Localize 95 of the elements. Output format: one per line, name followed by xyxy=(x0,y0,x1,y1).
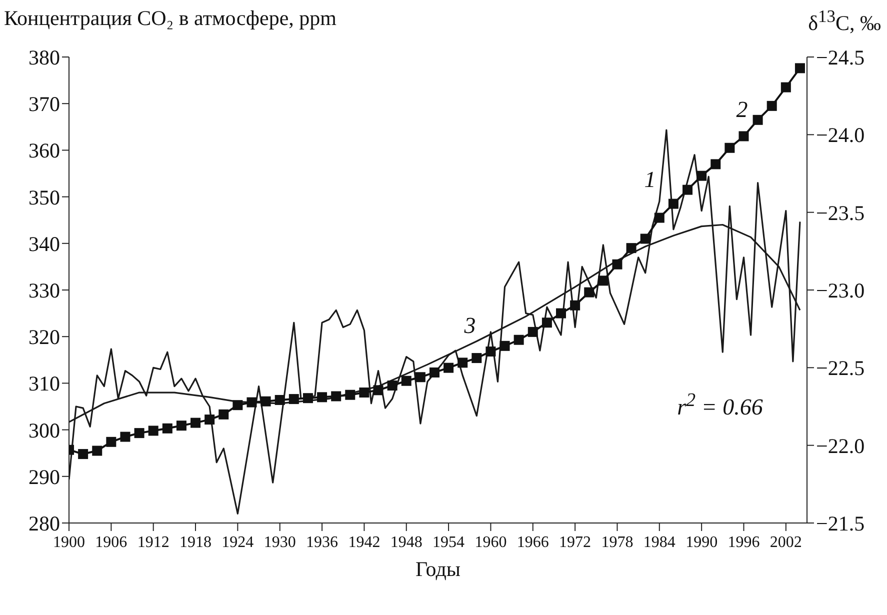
y-tick-label: 350 xyxy=(28,185,60,210)
point xyxy=(317,392,328,402)
y2-tick-label: −21.5 xyxy=(816,511,865,536)
x-tick-label: 2002 xyxy=(770,534,802,551)
y-axis-title: Концентрация CO₂ в атмосфере, ppm xyxy=(4,6,336,31)
y-tick-label: 300 xyxy=(28,418,60,442)
annotation: 1 xyxy=(644,167,656,192)
point xyxy=(640,234,650,244)
annotation: r$^{2}$ = 0.66 xyxy=(677,390,763,420)
point xyxy=(176,420,186,431)
y2-axis-title: δ$^{13}$C, ‰ xyxy=(808,6,881,36)
point xyxy=(92,446,102,456)
x-tick-label: 1924 xyxy=(222,534,254,551)
point xyxy=(556,308,566,318)
y-tick-label: 320 xyxy=(28,325,60,350)
y2-tick-label: −22.0 xyxy=(816,434,865,458)
x-tick-label: 1900 xyxy=(53,534,85,551)
point xyxy=(486,346,496,357)
y2-tick-label: −23.0 xyxy=(816,278,865,302)
x-tick-label: 1996 xyxy=(728,534,760,551)
point xyxy=(288,394,299,404)
x-tick-label: 1948 xyxy=(390,534,422,551)
point xyxy=(780,82,791,92)
point xyxy=(472,353,482,364)
point xyxy=(373,385,384,396)
point xyxy=(232,400,243,410)
point xyxy=(302,393,313,404)
y-tick-label: 380 xyxy=(28,45,60,70)
x-axis-title: Годы xyxy=(414,557,462,582)
y2-tick-label: −24.0 xyxy=(816,123,865,148)
point xyxy=(528,326,538,337)
point xyxy=(738,131,749,142)
x-tick-label: 1930 xyxy=(264,534,296,551)
x-tick-label: 1912 xyxy=(137,534,170,551)
point xyxy=(626,243,636,254)
x-tick-label: 1942 xyxy=(348,534,380,551)
point xyxy=(345,390,356,400)
point xyxy=(120,432,130,442)
point xyxy=(500,340,510,351)
annotation: 3 xyxy=(464,313,476,338)
point xyxy=(444,362,454,373)
point xyxy=(274,394,285,405)
x-tick-label: 1972 xyxy=(559,534,592,551)
point xyxy=(724,142,735,153)
point xyxy=(429,367,440,378)
annotation: 2 xyxy=(736,97,748,122)
x-tick-label: 1918 xyxy=(180,534,212,551)
y-tick-label: 330 xyxy=(28,278,60,302)
point xyxy=(218,409,229,420)
point xyxy=(134,428,144,438)
point xyxy=(682,184,693,195)
point xyxy=(542,318,552,328)
y2-tick-label: −24.5 xyxy=(816,45,865,70)
x-tick-label: 1954 xyxy=(432,534,465,551)
point xyxy=(598,276,608,286)
x-tick-label: 1936 xyxy=(306,534,338,551)
x-tick-label: 1984 xyxy=(643,534,676,551)
point xyxy=(162,423,172,434)
point xyxy=(148,426,158,436)
point xyxy=(752,114,763,125)
point xyxy=(359,388,370,398)
x-tick-label: 1960 xyxy=(474,534,507,551)
y-tick-label: 340 xyxy=(28,232,60,256)
y-tick-label: 280 xyxy=(28,511,60,536)
y2-tick-label: −22.5 xyxy=(816,356,865,380)
x-tick-label: 1906 xyxy=(95,534,128,551)
point xyxy=(260,396,271,406)
point xyxy=(794,63,805,74)
point xyxy=(710,159,721,170)
point xyxy=(246,397,257,408)
point xyxy=(204,414,215,425)
point xyxy=(668,198,678,209)
point xyxy=(190,418,201,428)
point xyxy=(514,334,524,345)
point xyxy=(654,212,664,223)
point xyxy=(387,380,398,391)
y-tick-label: 360 xyxy=(28,138,60,163)
point xyxy=(584,287,594,298)
x-tick-label: 1978 xyxy=(601,534,634,551)
point xyxy=(401,376,412,386)
point xyxy=(766,100,777,111)
y2-tick-label: −23.5 xyxy=(816,200,865,225)
y-tick-label: 370 xyxy=(28,92,60,116)
point xyxy=(106,436,116,447)
point xyxy=(570,300,580,310)
y-tick-label: 290 xyxy=(28,464,60,489)
point xyxy=(78,449,88,460)
x-tick-label: 1990 xyxy=(686,534,718,551)
point xyxy=(458,358,468,368)
point xyxy=(415,372,426,382)
point xyxy=(612,259,622,270)
point xyxy=(696,170,707,181)
x-tick-label: 1966 xyxy=(516,534,549,551)
y-tick-label: 310 xyxy=(28,372,60,396)
point xyxy=(331,391,342,402)
